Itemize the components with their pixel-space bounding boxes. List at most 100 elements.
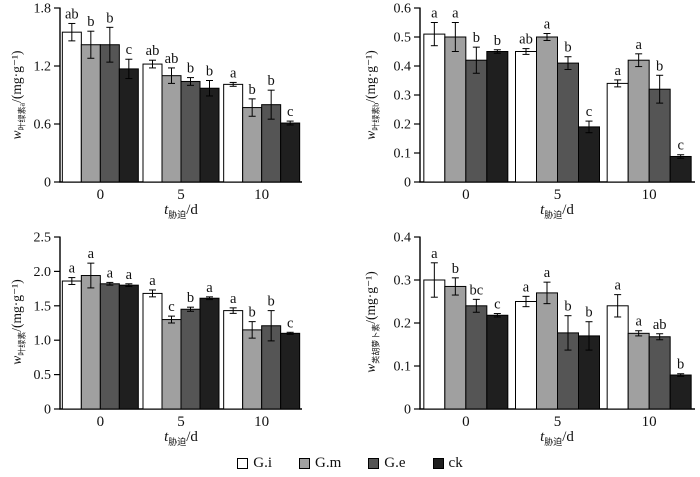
y-tick-label: 0 — [404, 176, 411, 191]
legend-swatch-gm-icon — [299, 457, 311, 469]
significance-letter: a — [206, 280, 213, 296]
bar-G.m-day0 — [80, 44, 101, 183]
significance-letter: b — [473, 30, 480, 46]
bar-G.m-day10 — [627, 59, 650, 183]
xlabel-subscript: 胁迫 — [544, 210, 563, 220]
legend-label-gi: G.i — [253, 454, 273, 471]
bar-G.m-day0 — [80, 275, 101, 410]
bar-ck-day0 — [118, 68, 139, 183]
significance-letter: bc — [469, 282, 483, 298]
xlabel-subscript: 胁迫 — [544, 437, 563, 447]
significance-letter: c — [586, 104, 592, 120]
bar-G.e-day0 — [99, 283, 120, 410]
y-tick-label: 0 — [44, 176, 51, 191]
y-tick-label: 0.6 — [34, 118, 52, 133]
legend-label-ge: G.e — [384, 454, 406, 471]
y-tick-label: 0.2 — [394, 317, 412, 332]
y-tick-label: 0.1 — [394, 147, 412, 162]
legend-item-ge: G.e — [368, 454, 406, 472]
xlabel-subscript: 胁迫 — [168, 437, 187, 447]
bar-G.i-day0 — [61, 280, 82, 410]
x-tick-label: 0 — [462, 187, 470, 203]
y-tick-label: 0 — [44, 403, 51, 418]
y-tick-label: 0.5 — [34, 368, 52, 383]
bar-G.i-day0 — [423, 279, 446, 410]
xlabel-variable: t — [164, 202, 169, 218]
bar-G.i-day0 — [61, 31, 82, 183]
significance-letter: ab — [519, 32, 533, 48]
xlabel-unit: /d — [562, 202, 574, 218]
bar-G.m-day5 — [536, 292, 558, 410]
ylabel-unit: /(mg·g⁻¹) — [9, 279, 24, 332]
x-tick-label: 10 — [642, 187, 657, 203]
bar-G.i-day5 — [142, 63, 163, 183]
significance-letter: b — [206, 64, 213, 80]
significance-letter: b — [249, 305, 256, 321]
x-tick-label: 10 — [254, 187, 269, 203]
bar-G.m-day5 — [161, 75, 182, 183]
bar-G.m-day5 — [161, 319, 182, 410]
chart-chlorophyll-a: 0 0.6 1.2 1.8 0 5 10 ab ab a b ab b b b b c b c w叶绿素a/(mg·… — [0, 0, 350, 226]
bar-G.i-day5 — [515, 301, 537, 410]
ylabel-subscript: 叶绿素b — [371, 102, 381, 131]
x-tick-label: 0 — [97, 414, 105, 430]
bar-G.e-day5 — [180, 80, 201, 183]
significance-letter: ab — [165, 51, 179, 67]
significance-letter: a — [431, 246, 438, 262]
bar-G.m-day5 — [536, 36, 558, 183]
bar-ck-day0 — [486, 51, 509, 183]
ylabel-subscript: 叶绿素 — [17, 331, 27, 356]
bar-G.i-day5 — [515, 51, 537, 183]
x-tick-label: 5 — [177, 187, 185, 203]
significance-letter: b — [494, 33, 501, 49]
significance-letter: b — [106, 10, 113, 26]
y-axis-label-carotenoid: w类胡萝卜素/(mg·g⁻¹) — [362, 234, 381, 410]
significance-letter: a — [544, 17, 551, 33]
xlabel-unit: /d — [186, 429, 198, 445]
x-tick-label: 0 — [97, 187, 105, 203]
y-axis-label-total-chlorophyll: w叶绿素/(mg·g⁻¹) — [8, 234, 27, 410]
ylabel-subscript: 叶绿素a — [17, 102, 27, 131]
ylabel-unit: /(mg·g⁻¹) — [363, 50, 378, 103]
bar-G.m-day10 — [242, 329, 263, 410]
bar-ck-day5 — [199, 87, 220, 183]
significance-letter: b — [564, 40, 571, 56]
y-tick-label: 0.3 — [394, 89, 412, 104]
y-tick-label: 2.5 — [34, 231, 52, 246]
significance-letter: b — [249, 82, 256, 98]
significance-letter: a — [149, 273, 156, 289]
significance-letter: b — [564, 299, 571, 315]
bar-G.e-day0 — [465, 305, 488, 410]
ylabel-variable: w — [363, 363, 378, 373]
chart-chlorophyll-b: 0 0.1 0.2 0.3 0.4 0.5 0.6 0 5 10 a ab a a a a b b b b c c w叶绿… — [350, 0, 700, 226]
bar-G.i-day0 — [423, 33, 446, 183]
chart-total-chlorophyll: 0 0.5 1.0 1.5 2.0 2.5 0 5 10 a a a a c b a b b a a c w叶绿素/(m… — [0, 228, 350, 448]
bar-ck-day10 — [280, 122, 301, 183]
bar-G.i-day10 — [606, 82, 629, 183]
y-tick-label: 0.5 — [394, 31, 412, 46]
significance-letter: a — [107, 265, 114, 281]
legend-item-gm: G.m — [299, 455, 341, 472]
significance-letter: a — [635, 314, 642, 330]
y-tick-label: 0.1 — [394, 360, 412, 375]
bar-ck-day0 — [486, 314, 509, 410]
bar-G.e-day5 — [180, 308, 201, 410]
ylabel-unit: /(mg·g⁻¹) — [9, 50, 24, 103]
bar-ck-day10 — [669, 155, 692, 183]
significance-letter: b — [656, 58, 663, 74]
y-tick-label: 0.4 — [394, 60, 412, 75]
significance-letter: a — [614, 278, 621, 294]
y-tick-label: 2.0 — [34, 265, 52, 280]
x-tick-label: 5 — [554, 414, 562, 430]
significance-letter: a — [88, 246, 95, 262]
y-tick-label: 0.4 — [394, 231, 412, 246]
chart-carotenoid: 0 0.1 0.2 0.3 0.4 0 5 10 a a a b a a bc b ab c b b w类胡萝卜素/(… — [350, 228, 700, 448]
y-tick-label: 0.3 — [394, 274, 412, 289]
significance-letter: c — [494, 297, 500, 313]
significance-letter: c — [287, 315, 293, 331]
x-tick-label: 5 — [177, 414, 185, 430]
significance-letter: ab — [65, 6, 79, 22]
